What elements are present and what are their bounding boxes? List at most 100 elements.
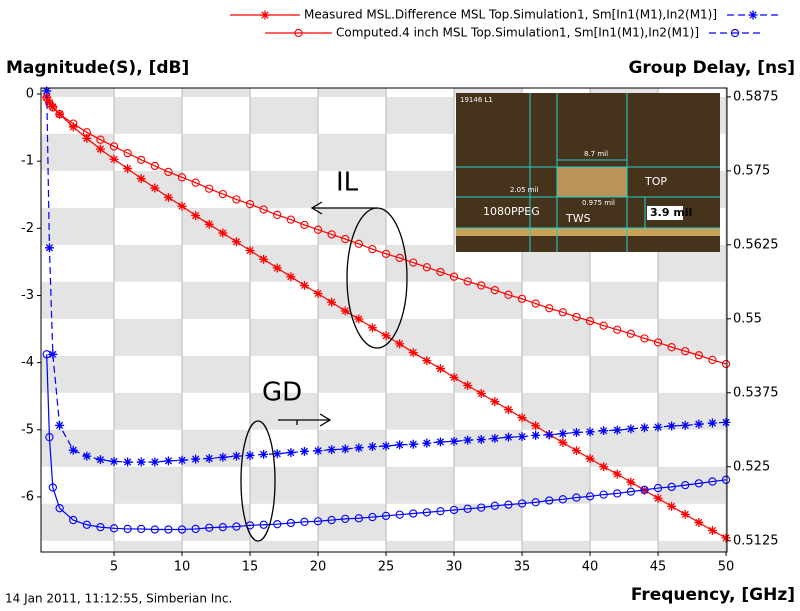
background-cell [454,355,523,393]
marker [69,515,78,525]
marker [694,419,704,429]
marker [68,445,78,455]
marker [436,507,445,516]
marker [259,254,269,264]
marker [205,523,214,532]
marker [667,343,676,352]
y2-tick-label: 0.5375 [733,385,779,400]
marker [55,504,64,513]
marker [177,455,187,465]
marker [136,174,146,184]
marker [517,432,527,442]
marker [585,492,595,501]
marker [327,515,336,525]
background-cell [590,429,659,467]
marker [48,103,57,112]
background-cell [250,244,319,282]
marker [599,321,608,330]
marker [639,423,649,433]
y2-tick-label: 0.575 [733,163,770,178]
marker [109,154,119,164]
marker [613,325,622,334]
marker [354,239,363,248]
marker [123,457,133,467]
background-cell [454,503,523,541]
marker [381,249,391,259]
marker [599,426,609,436]
x-tick-label: 25 [378,560,395,575]
marker [109,456,119,466]
marker [45,433,54,442]
marker [544,430,554,440]
marker [204,453,214,463]
y2-tick-label: 0.5625 [733,237,779,252]
background-cell [386,540,455,552]
x-tick-label: 30 [446,560,463,575]
marker [368,512,377,522]
y-tick-label: -3 [21,288,34,303]
y-tick-label: 0 [26,87,34,102]
background-cell [182,133,251,171]
y2-axis-label: Group Delay, [ns] [628,58,795,78]
marker [653,422,663,432]
marker [517,499,527,508]
x-tick-label: 20 [310,560,327,575]
marker [218,228,228,238]
x-tick-label: 45 [650,560,667,575]
background-cell [522,540,591,552]
marker [341,514,350,524]
marker [300,220,309,230]
inset-plane [456,228,720,236]
background-cell [41,207,115,245]
marker [504,290,513,299]
marker [82,133,92,143]
legend: Measured MSL.Difference MSL Top.Simulati… [230,8,780,40]
background-cell [182,88,251,97]
marker [164,525,173,534]
marker [435,364,445,374]
marker [449,272,459,281]
marker [463,435,473,445]
marker [354,514,363,523]
marker [612,425,622,435]
marker [123,164,133,174]
marker [477,503,486,512]
y-tick-label: -2 [21,221,34,236]
marker [408,439,418,449]
marker [205,184,214,193]
marker [477,281,486,290]
marker [42,350,51,359]
marker [232,522,241,531]
marker [531,421,541,431]
marker [504,500,513,509]
marker [259,520,268,529]
marker [245,200,255,209]
inset-label: 2.05 mil [510,186,539,194]
marker [490,397,500,407]
background-cell [114,170,183,208]
inset-label: 19146 L1 [460,96,493,104]
x-tick-label: 50 [718,560,735,575]
background-cell [182,503,251,541]
marker [260,10,270,20]
background-cell [454,429,523,467]
marker [531,299,540,308]
marker [503,405,513,415]
background-cell [250,170,319,208]
marker [558,438,568,448]
marker [286,272,296,282]
marker [286,518,295,528]
marker [571,427,581,437]
inset-lines [456,93,720,252]
marker [490,501,499,510]
marker [313,446,323,456]
marker [354,314,364,324]
background-cell [250,318,319,356]
legend-label: Measured MSL.Difference MSL Top.Simulati… [304,8,717,22]
marker [245,246,255,256]
marker [681,347,690,356]
marker [299,446,309,456]
marker [341,234,350,244]
series-line [46,97,727,365]
marker [313,288,323,298]
